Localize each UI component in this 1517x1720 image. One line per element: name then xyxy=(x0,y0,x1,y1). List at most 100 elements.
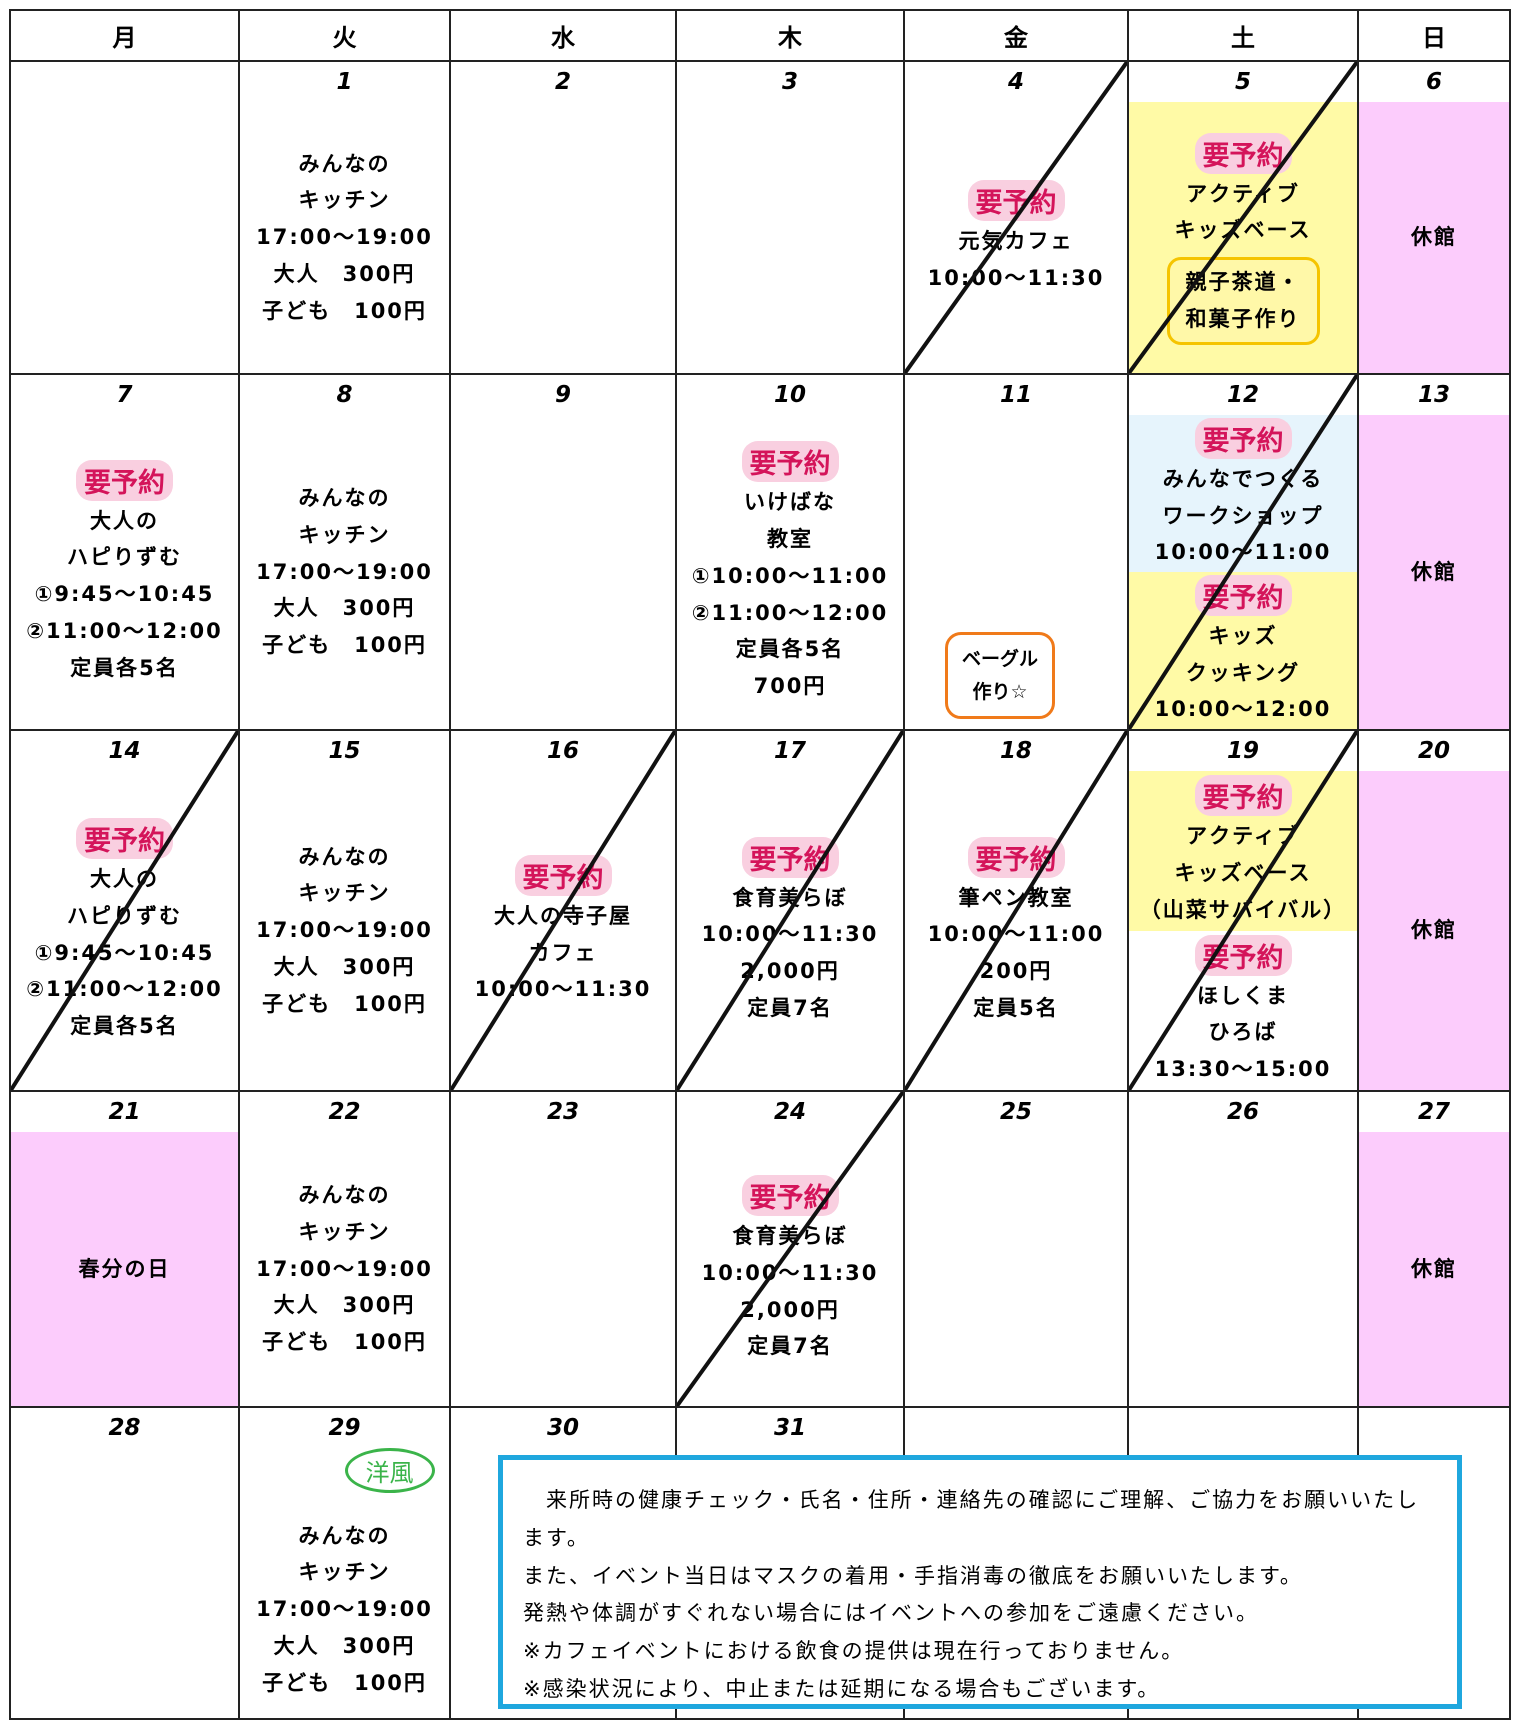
event-section: 休館 xyxy=(1359,415,1509,729)
day-cell: 8 みんなの キッチン 17:00～19:00 大人 300円 子ども 100円 xyxy=(238,373,451,731)
event-text: 子ども 100円 xyxy=(262,1330,427,1355)
reservation-badge: 要予約 xyxy=(76,459,173,501)
event-text: 食育美らぼ xyxy=(732,1224,848,1248)
event-text: 筆ペン教室 xyxy=(958,885,1074,910)
day-number: 12 xyxy=(1226,382,1259,408)
day-number: 16 xyxy=(546,738,579,764)
event-section: 要予約 元気カフェ 10:00～11:30 xyxy=(905,102,1127,373)
cell-body: 春分の日 xyxy=(11,1132,238,1406)
event-text: （山菜サバイバル） xyxy=(1139,897,1347,922)
cell-body xyxy=(451,102,675,373)
event-text: 大人の寺子屋 xyxy=(494,903,632,928)
event-text: 2,000円 xyxy=(740,1297,840,1322)
day-cell: 17 要予約 食育美らぼ 10:00～11:30 2,000円 定員7名 xyxy=(675,729,905,1092)
event-text: ②11:00～12:00 xyxy=(691,600,889,625)
event-section: 要予約 筆ペン教室 10:00～11:00 200円 定員5名 xyxy=(905,771,1127,1090)
day-number: 24 xyxy=(773,1099,806,1125)
event-text: みんなの xyxy=(298,1523,391,1548)
cell-body: 要予約 いけばな 教室 ①10:00～11:00 ②11:00～12:00 定員各5名 70… xyxy=(677,415,903,729)
event-text: キッチン xyxy=(298,188,391,213)
weekday-header: 木 xyxy=(675,9,905,62)
day-cell: 9 xyxy=(449,373,677,731)
event-section: 要予約 食育美らぼ 10:00～11:30 2,000円 定員7名 xyxy=(677,1132,903,1406)
day-cell: 2 xyxy=(449,60,677,375)
day-cell xyxy=(9,60,240,375)
cell-body: みんなの キッチン 17:00～19:00 大人 300円 子ども 100円 xyxy=(240,771,449,1090)
event-section: 休館 xyxy=(1359,771,1509,1090)
event-section: 要予約 大人の寺子屋 カフェ 10:00～11:30 xyxy=(451,771,675,1090)
day-cell: 14 要予約 大人の ハピりずむ ①9:45～10:45 ②11:00～12:00 定員各5… xyxy=(9,729,240,1092)
day-cell: 29 洋風 みんなの キッチン 17:00～19:00 大人 300円 子ども 100円 xyxy=(238,1406,451,1720)
event-text: 教室 xyxy=(767,527,813,551)
cell-body: 休館 xyxy=(1359,102,1509,373)
event-text: みんなの xyxy=(298,151,391,176)
event-text: みんなの xyxy=(298,486,391,511)
event-text: ワークショップ xyxy=(1162,503,1324,528)
event-text: キッチン xyxy=(298,1560,391,1585)
event-text: 大人 300円 xyxy=(273,261,416,286)
weekday-header: 火 xyxy=(238,9,451,62)
cell-body: 洋風 みんなの キッチン 17:00～19:00 大人 300円 子ども 100円 xyxy=(240,1448,449,1718)
event-text: 10:00～11:30 xyxy=(474,977,652,1002)
event-text: ①10:00～11:00 xyxy=(691,563,889,588)
event-section: 要予約 いけばな 教室 ①10:00～11:00 ②11:00～12:00 定員各5名 70… xyxy=(677,415,903,729)
reservation-badge: 要予約 xyxy=(741,836,839,878)
event-section: 要予約 食育美らぼ 10:00～11:30 2,000円 定員7名 xyxy=(677,771,903,1090)
day-number: 23 xyxy=(546,1099,579,1125)
reservation-badge: 要予約 xyxy=(1194,417,1292,459)
weekday-header: 金 xyxy=(903,9,1129,62)
cell-body: 休館 xyxy=(1359,1132,1509,1406)
event-text: 大人 300円 xyxy=(273,1293,416,1318)
event-section: 休館 xyxy=(1359,102,1509,373)
cell-body: 要予約 大人の ハピりずむ ①9:45～10:45 ②11:00～12:00 定員各5名 xyxy=(11,415,238,729)
cell-body: 要予約 食育美らぼ 10:00～11:30 2,000円 定員7名 xyxy=(677,1132,903,1406)
event-text: ②11:00～12:00 xyxy=(26,977,223,1002)
day-cell: 7 要予約 大人の ハピりずむ ①9:45～10:45 ②11:00～12:00 定員各5名 xyxy=(9,373,240,731)
day-number: 8 xyxy=(336,382,353,408)
event-text: カフェ xyxy=(528,940,598,965)
event-text: 定員7名 xyxy=(747,995,833,1020)
reservation-badge: 要予約 xyxy=(741,1175,839,1216)
event-section: みんなの キッチン 17:00～19:00 大人 300円 子ども 100円 xyxy=(240,102,449,373)
day-number: 2 xyxy=(554,69,571,95)
event-text: 休館 xyxy=(1411,918,1457,943)
day-number: 21 xyxy=(108,1099,141,1125)
callout-text: ベーグル xyxy=(962,648,1039,671)
event-text: 定員各5名 xyxy=(70,655,179,680)
cell-body xyxy=(677,102,903,373)
weekday-header: 日 xyxy=(1357,9,1511,62)
event-text: 子ども 100円 xyxy=(262,298,427,323)
event-section: 要予約 ほしくま ひろば 13:30～15:00 xyxy=(1129,931,1357,1091)
cell-body xyxy=(451,415,675,729)
event-text: みんなの xyxy=(298,844,391,869)
cell-body xyxy=(451,1132,675,1406)
reservation-badge: 要予約 xyxy=(76,818,173,860)
cell-body: 要予約 アクティブ キッズベース （山菜サバイバル） 要予約 ほしくま ひろば 13:30～1… xyxy=(1129,771,1357,1090)
cell-body xyxy=(905,1132,1127,1406)
day-number: 1 xyxy=(336,69,353,95)
day-number: 26 xyxy=(1226,1099,1259,1125)
cell-body: 休館 xyxy=(1359,415,1509,729)
day-cell: 3 xyxy=(675,60,905,375)
event-text: 子ども 100円 xyxy=(262,991,427,1016)
day-number: 6 xyxy=(1425,69,1442,95)
cell-body: 要予約 大人の ハピりずむ ①9:45～10:45 ②11:00～12:00 定員各5名 xyxy=(11,771,238,1090)
event-text: 定員各5名 xyxy=(735,637,845,662)
cell-body: 休館 xyxy=(1359,771,1509,1090)
reservation-badge: 要予約 xyxy=(967,836,1065,878)
cell-body: みんなの キッチン 17:00～19:00 大人 300円 子ども 100円 xyxy=(240,1132,449,1406)
event-text: 10:00～11:30 xyxy=(701,1260,879,1285)
event-text: 大人 300円 xyxy=(273,954,416,979)
day-number: 28 xyxy=(108,1415,141,1441)
callout: ベーグル 作り☆ xyxy=(945,632,1056,719)
reservation-badge: 要予約 xyxy=(1194,934,1292,976)
event-text: アクティブ xyxy=(1186,181,1300,206)
day-number: 14 xyxy=(108,738,141,764)
event-text: キッズベース xyxy=(1174,218,1312,243)
event-text: ハピりずむ xyxy=(67,903,182,928)
event-text: ①9:45～10:45 xyxy=(34,940,215,965)
notice-line: 発熱や体調がすぐれない場合にはイベントへの参加をご遠慮ください。 xyxy=(523,1601,1259,1626)
day-number: 18 xyxy=(999,738,1032,764)
event-text: 13:30～15:00 xyxy=(1154,1057,1332,1082)
